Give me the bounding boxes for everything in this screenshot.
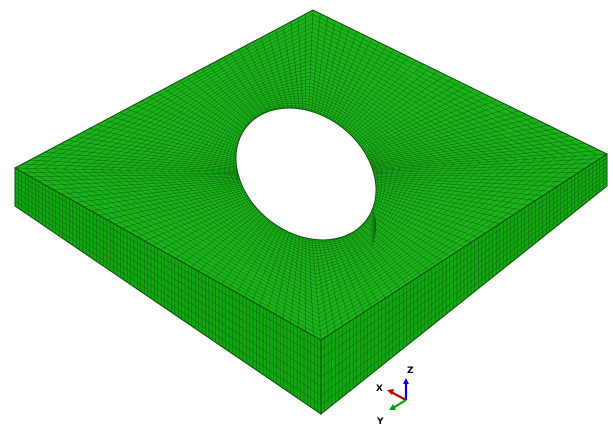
x-axis-label: X [376, 384, 383, 394]
hole-opening [235, 107, 377, 241]
y-axis-arrowhead [389, 404, 396, 410]
z-axis-label: Z [407, 366, 414, 376]
left-side-mesh-lines [15, 168, 321, 414]
coordinate-triad: Z X Y [376, 366, 414, 427]
right-side-mesh-lines [321, 154, 607, 414]
y-axis-label: Y [376, 417, 384, 427]
y-axis-arrow [392, 399, 407, 409]
z-axis-arrowhead [403, 378, 409, 384]
x-axis-arrow [390, 391, 407, 401]
top-mesh-lines [14, 9, 608, 341]
x-axis-arrowhead [387, 389, 394, 395]
plate-top-face [13, 9, 609, 341]
